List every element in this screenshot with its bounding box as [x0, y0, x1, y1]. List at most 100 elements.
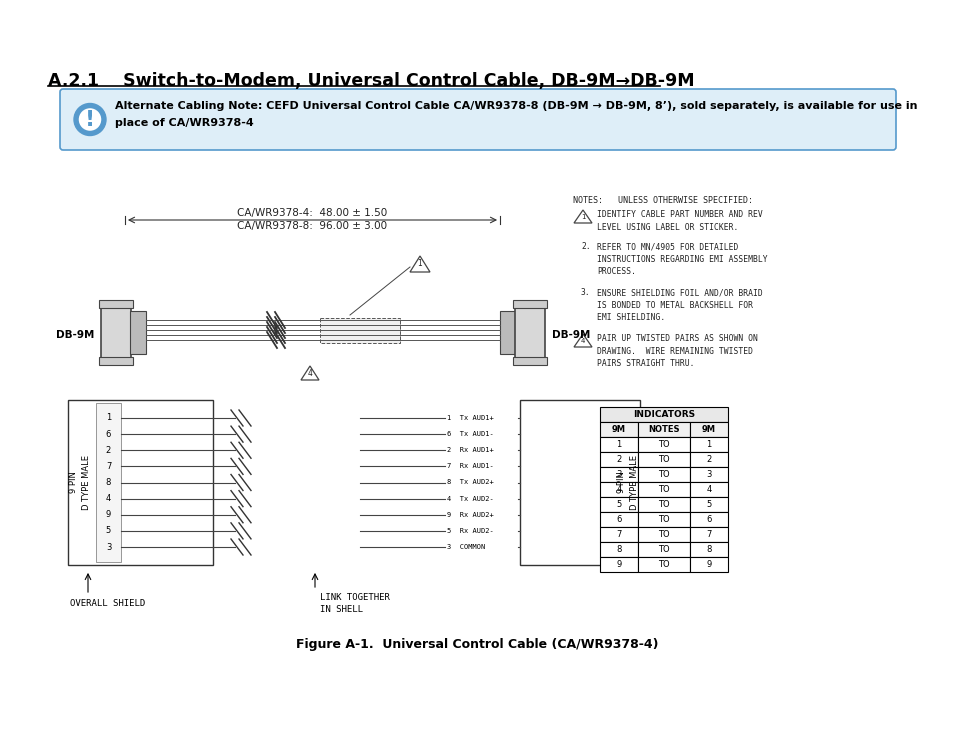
FancyBboxPatch shape	[515, 304, 544, 361]
Bar	[599, 542, 638, 557]
Text: DB-9M: DB-9M	[552, 330, 590, 340]
Text: 4: 4	[106, 494, 111, 503]
Bar	[638, 422, 689, 437]
Text: 6: 6	[705, 515, 711, 524]
FancyBboxPatch shape	[60, 89, 895, 150]
Bar	[599, 482, 638, 497]
Text: !: !	[85, 109, 95, 129]
Bar	[638, 497, 689, 512]
Text: 2: 2	[616, 455, 621, 464]
Text: 2  Rx AUD1+: 2 Rx AUD1+	[447, 447, 494, 453]
Bar	[638, 557, 689, 572]
Text: 5: 5	[106, 526, 111, 535]
Text: CA/WR9378-8:  96.00 ± 3.00: CA/WR9378-8: 96.00 ± 3.00	[237, 221, 387, 231]
Text: 5  Rx AUD2-: 5 Rx AUD2-	[447, 528, 494, 534]
Text: Figure A-1.  Universal Control Cable (CA/WR9378-4): Figure A-1. Universal Control Cable (CA/…	[295, 638, 658, 651]
Text: 8: 8	[106, 478, 112, 487]
Bar	[638, 452, 689, 467]
Bar	[519, 400, 639, 565]
Text: 9: 9	[106, 510, 111, 520]
FancyBboxPatch shape	[101, 304, 131, 361]
Text: 2.: 2.	[580, 242, 590, 251]
Text: LINK TOGETHER
IN SHELL: LINK TOGETHER IN SHELL	[319, 593, 390, 615]
Bar	[689, 497, 727, 512]
Bar	[638, 512, 689, 527]
Circle shape	[74, 103, 106, 136]
Bar	[599, 527, 638, 542]
Text: 9: 9	[705, 560, 711, 569]
Text: IDENTIFY CABLE PART NUMBER AND REV
LEVEL USING LABEL OR STICKER.: IDENTIFY CABLE PART NUMBER AND REV LEVEL…	[597, 210, 762, 232]
Bar	[96, 403, 121, 562]
Text: NOTES:   UNLESS OTHERWISE SPECIFIED:: NOTES: UNLESS OTHERWISE SPECIFIED:	[573, 196, 752, 205]
Text: 9  Rx AUD2+: 9 Rx AUD2+	[447, 511, 494, 518]
Text: 4  Tx AUD2-: 4 Tx AUD2-	[447, 496, 494, 502]
Text: 6: 6	[616, 515, 621, 524]
Bar	[638, 527, 689, 542]
Bar	[99, 300, 132, 308]
Bar	[689, 422, 727, 437]
Text: 7  Rx AUD1-: 7 Rx AUD1-	[447, 463, 494, 469]
Text: 4: 4	[580, 338, 584, 344]
Text: 8  Tx AUD2+: 8 Tx AUD2+	[447, 480, 494, 486]
Text: 7: 7	[705, 530, 711, 539]
Bar	[68, 400, 213, 565]
Text: 3: 3	[106, 542, 112, 551]
Bar	[638, 437, 689, 452]
Polygon shape	[574, 334, 592, 347]
Bar	[130, 311, 146, 354]
Bar	[599, 422, 638, 437]
Text: place of CA/WR9378-4: place of CA/WR9378-4	[115, 118, 253, 128]
Text: 1: 1	[705, 440, 711, 449]
Text: 9M: 9M	[612, 425, 625, 434]
Text: 2: 2	[705, 455, 711, 464]
Bar	[599, 557, 638, 572]
Bar	[599, 497, 638, 512]
Bar	[638, 467, 689, 482]
Text: Alternate Cabling Note: CEFD Universal Control Cable CA/WR9378-8 (DB-9M → DB-9M,: Alternate Cabling Note: CEFD Universal C…	[115, 101, 917, 111]
Text: 6  Tx AUD1-: 6 Tx AUD1-	[447, 431, 494, 437]
Text: 9M: 9M	[701, 425, 716, 434]
Text: 4: 4	[307, 368, 313, 378]
Text: 3.: 3.	[580, 288, 590, 297]
Text: TO: TO	[658, 560, 669, 569]
Text: 1: 1	[106, 413, 111, 422]
Circle shape	[77, 106, 103, 133]
Text: 4: 4	[705, 485, 711, 494]
Text: PAIR UP TWISTED PAIRS AS SHOWN ON
DRAWING.  WIRE REMAINING TWISTED
PAIRS STRAIGH: PAIR UP TWISTED PAIRS AS SHOWN ON DRAWIN…	[597, 334, 757, 368]
Text: 3: 3	[705, 470, 711, 479]
Text: A.2.1    Switch-to-Modem, Universal Control Cable, DB-9M→DB-9M: A.2.1 Switch-to-Modem, Universal Control…	[48, 72, 694, 90]
Bar	[599, 452, 638, 467]
Text: 6: 6	[106, 430, 112, 438]
Text: 9 PIN
D TYPE MALE: 9 PIN D TYPE MALE	[617, 455, 639, 510]
Polygon shape	[574, 210, 592, 223]
Text: REFER TO MN/4905 FOR DETAILED
INSTRUCTIONS REGARDING EMI ASSEMBLY
PROCESS.: REFER TO MN/4905 FOR DETAILED INSTRUCTIO…	[597, 242, 767, 276]
Text: 7: 7	[616, 530, 621, 539]
Bar	[689, 452, 727, 467]
Polygon shape	[410, 256, 430, 272]
Bar	[599, 512, 638, 527]
Text: 8: 8	[616, 545, 621, 554]
Bar	[513, 357, 546, 365]
Text: 9: 9	[616, 560, 621, 569]
Text: TO: TO	[658, 455, 669, 464]
Text: TO: TO	[658, 500, 669, 509]
Bar	[689, 467, 727, 482]
Text: 9 PIN
D TYPE MALE: 9 PIN D TYPE MALE	[70, 455, 91, 510]
Text: 1: 1	[417, 260, 422, 269]
Bar	[499, 311, 516, 354]
Bar	[513, 300, 546, 308]
Bar	[689, 542, 727, 557]
Text: TO: TO	[658, 515, 669, 524]
Text: OVERALL SHIELD: OVERALL SHIELD	[70, 599, 145, 608]
Text: TO: TO	[658, 530, 669, 539]
Text: ENSURE SHIELDING FOIL AND/OR BRAID
IS BONDED TO METAL BACKSHELL FOR
EMI SHIELDIN: ENSURE SHIELDING FOIL AND/OR BRAID IS BO…	[597, 288, 762, 322]
Text: 7: 7	[106, 462, 112, 471]
Bar	[689, 482, 727, 497]
Bar	[638, 542, 689, 557]
Bar	[638, 482, 689, 497]
Bar	[319, 318, 399, 343]
Text: TO: TO	[658, 485, 669, 494]
Text: 3: 3	[616, 470, 621, 479]
Text: TO: TO	[658, 470, 669, 479]
Bar	[99, 357, 132, 365]
